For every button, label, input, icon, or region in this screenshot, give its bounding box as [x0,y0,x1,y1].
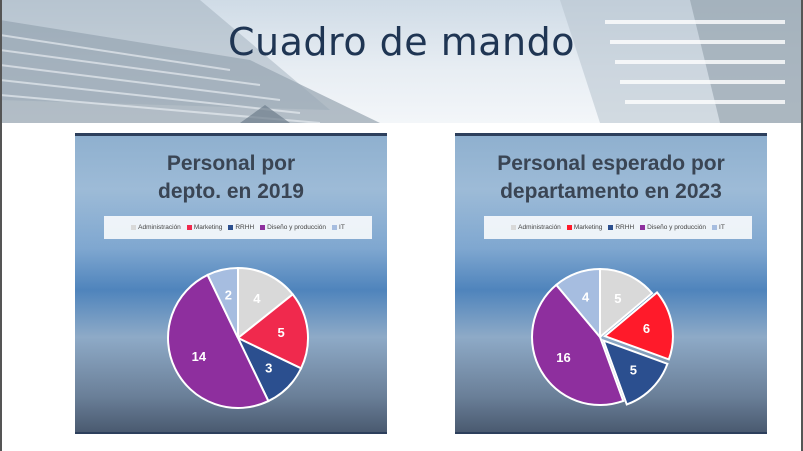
legend-item: Diseño y producción [640,224,706,231]
legend-swatch [511,225,517,230]
legend-label: Diseño y producción [647,224,707,231]
pie-slice [206,266,239,339]
legend-item: IT [712,224,725,231]
chart-panel-2023: Personal esperado por departamento en 20… [455,133,767,434]
chart-title-line: depto. en 2019 [158,180,304,203]
pie-slice-value-label: 5 [278,325,285,340]
chart-title-2023: Personal esperado por departamento en 20… [455,150,767,206]
pie-slice [531,283,625,406]
legend-label: Marketing [573,224,603,231]
pie-slice-value-label: 5 [630,362,637,377]
legend-label: Administración [138,224,181,231]
pie-slice [599,267,654,340]
legend-label: RRHH [235,224,255,231]
pie-slice-value-label: 6 [643,321,650,336]
chart-title-line: Personal por [166,152,296,175]
legend-item: RRHH [608,224,634,231]
legend-swatch [260,225,266,230]
legend-swatch [640,225,646,230]
legend-swatch [332,225,338,230]
pie-slice-value-label: 14 [192,349,207,364]
pie-slice [554,267,601,340]
chart-legend: Administración Marketing RRHH Diseño y p… [104,216,372,239]
legend-swatch [566,225,572,230]
header-banner: Cuadro de mando [0,0,803,123]
legend-item: Administración [131,224,181,231]
legend-label: Administración [518,224,561,231]
pie-slice [167,273,270,409]
legend-item: Marketing [186,224,223,231]
legend-swatch [712,225,718,230]
pie-slice [602,291,674,361]
legend-item: Diseño y producción [260,224,326,231]
pie-chart-2023: 5 6 5 16 4 [531,267,674,406]
pie-slice-value-label: 4 [582,289,590,304]
page-title: Cuadro de mando [228,20,575,64]
chart-title-line: departamento en 2023 [500,180,722,203]
chart-panel-2019: Personal por depto. en 2019 Administraci… [75,133,387,434]
chart-title-line: Personal esperado por [497,152,725,175]
pie-slice-value-label: 3 [265,361,272,376]
legend-label: IT [339,224,345,231]
chart-title-2019: Personal por depto. en 2019 [75,150,387,206]
legend-label: IT [719,224,725,231]
pie-slice-value-label: 4 [253,291,261,306]
legend-label: RRHH [615,224,635,231]
legend-item: IT [332,224,345,231]
legend-swatch [608,225,614,230]
pie-slice-value-label: 2 [225,288,232,303]
skyscraper-background [0,0,803,123]
pie-slice [237,266,295,341]
legend-item: RRHH [228,224,254,231]
pie-chart-2019: 4 5 3 14 2 [167,266,309,409]
pie-slice [236,292,309,370]
legend-item: Marketing [566,224,603,231]
pie-slice-value-label: 16 [556,350,570,365]
legend-swatch [186,225,192,230]
chart-legend: Administración Marketing RRHH Diseño y p… [484,216,752,239]
pie-slice-value-label: 5 [614,291,621,306]
legend-item: Administración [511,224,561,231]
legend-label: Marketing [193,224,223,231]
pie-slice [601,338,669,406]
legend-label: Diseño y producción [267,224,327,231]
legend-swatch [228,225,234,230]
legend-swatch [131,225,137,230]
